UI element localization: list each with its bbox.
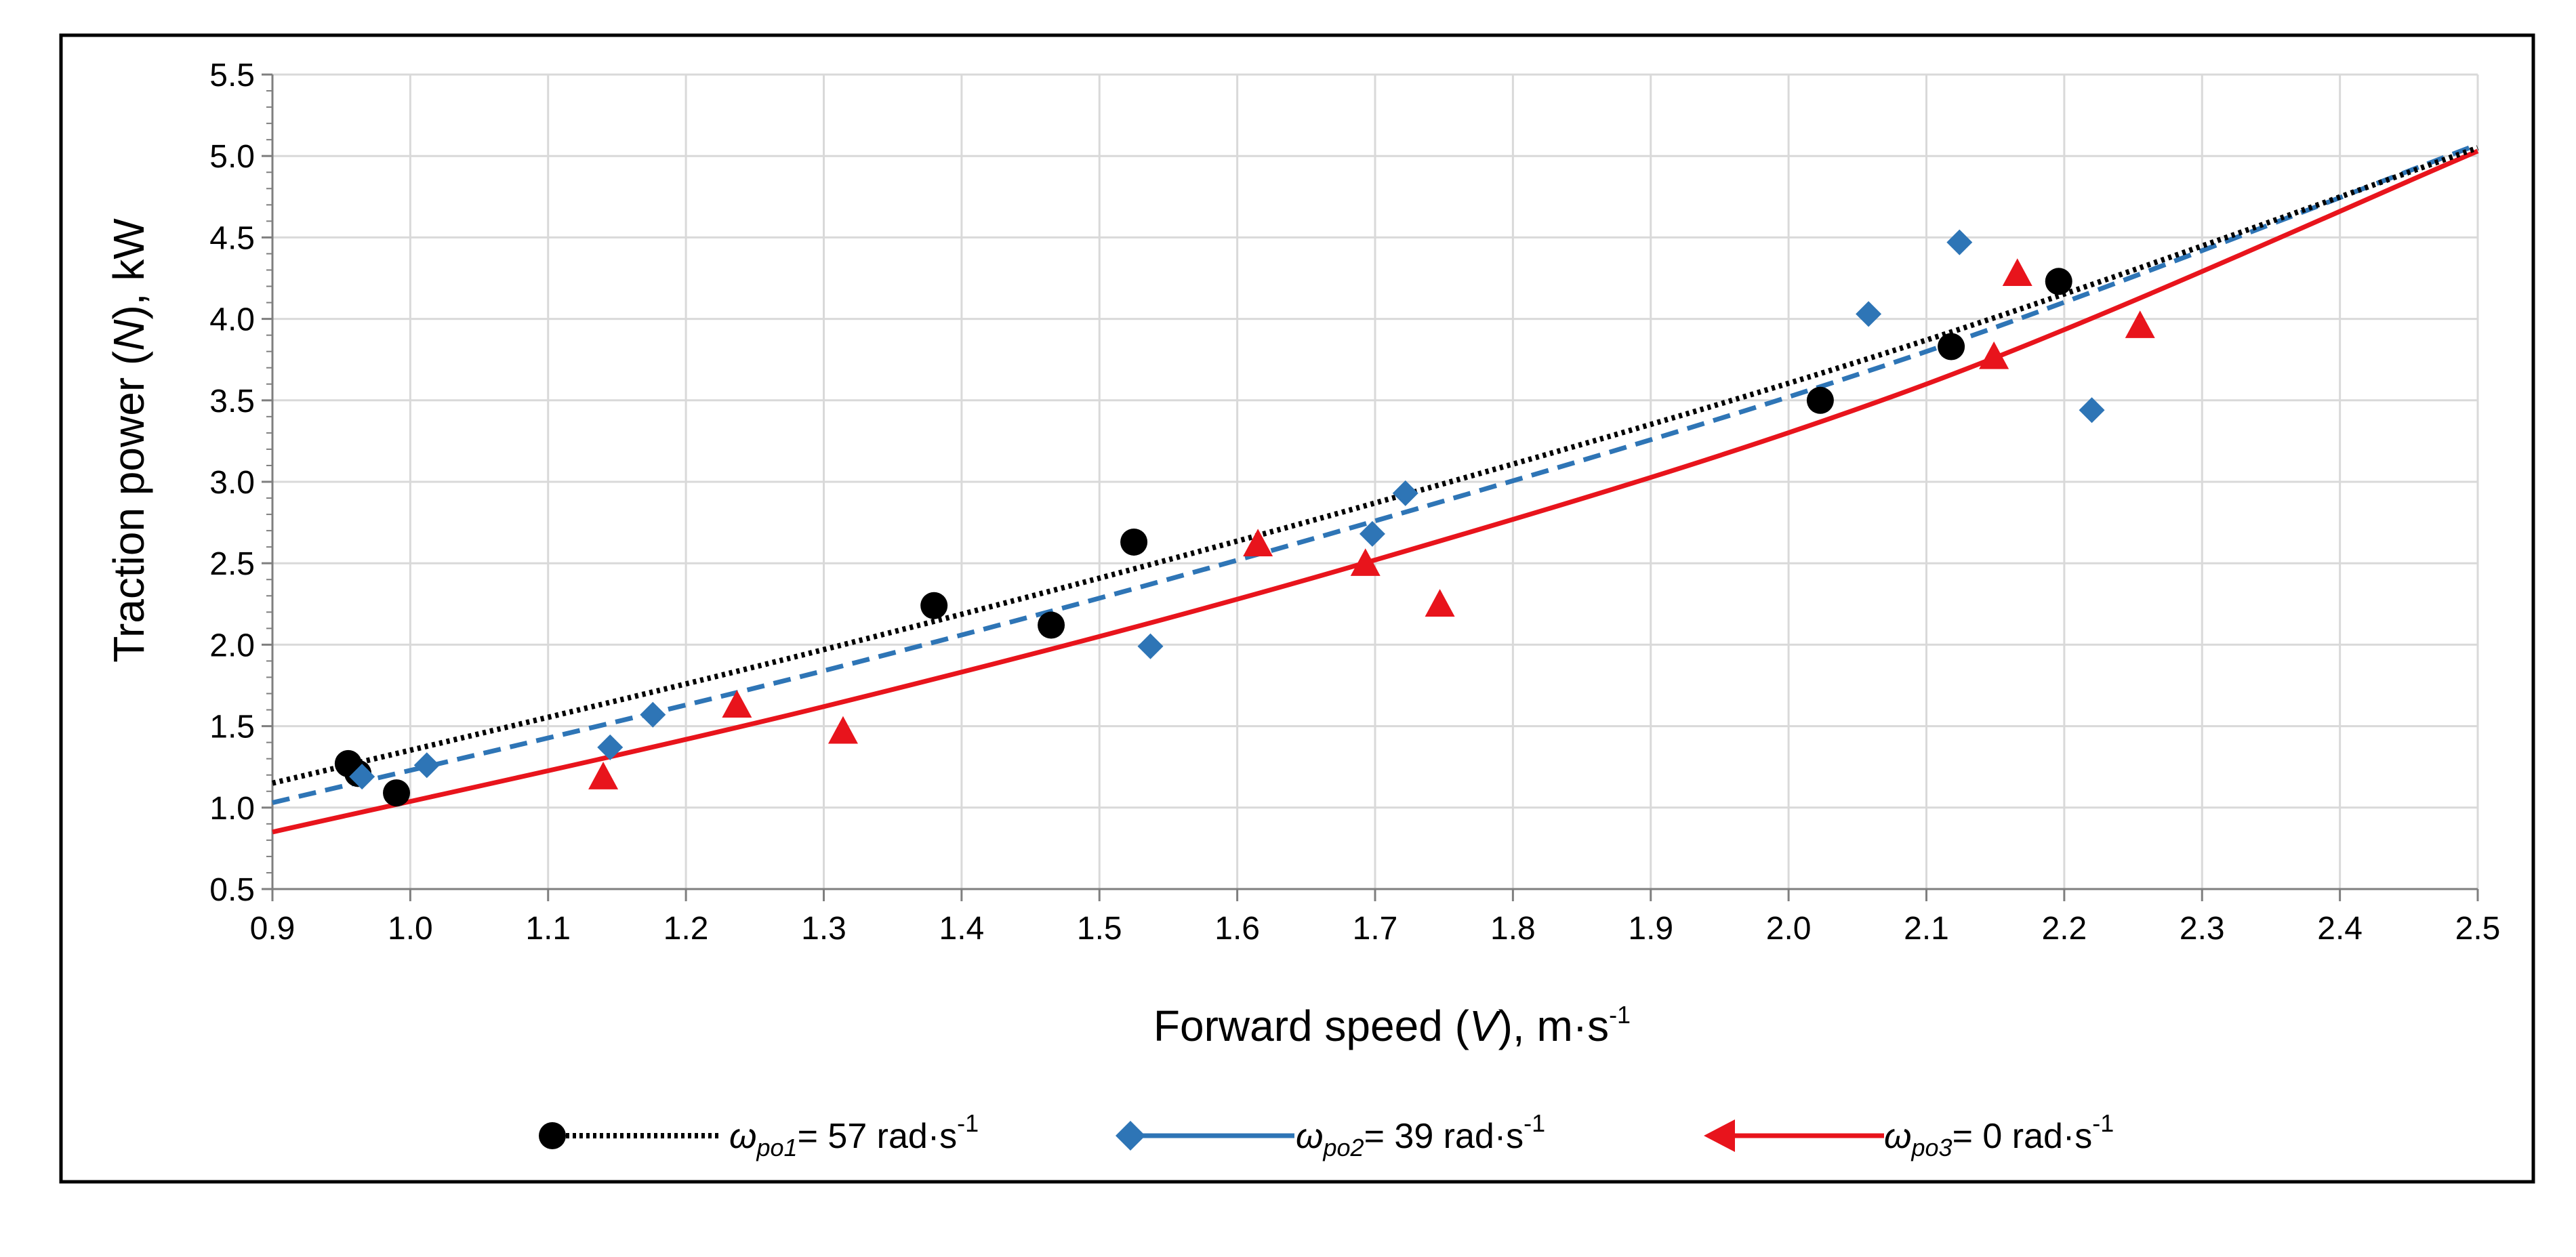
y-tick-label: 2.5 xyxy=(209,546,255,582)
data-point-wpo1 xyxy=(920,592,948,619)
data-point-wpo1 xyxy=(1120,528,1148,556)
data-point-wpo2 xyxy=(349,764,375,790)
data-point-wpo3 xyxy=(2002,258,2032,286)
legend-label-wpo1: ωpo1= 57 rad·s-1 xyxy=(729,1109,979,1161)
x-tick-label: 2.2 xyxy=(2042,911,2087,947)
trend-line-wpo3 xyxy=(272,148,2479,835)
x-tick-label: 0.9 xyxy=(250,911,295,947)
x-tick-label: 1.7 xyxy=(1353,911,1398,947)
x-tick-label: 1.9 xyxy=(1628,911,1673,947)
data-point-wpo1 xyxy=(383,779,411,807)
x-tick-label: 1.2 xyxy=(663,911,709,947)
data-point-wpo3 xyxy=(1979,341,2009,369)
data-point-wpo1 xyxy=(2045,268,2072,295)
data-point-wpo2 xyxy=(1392,480,1418,506)
data-point-wpo2 xyxy=(2079,397,2105,424)
legend-text-wpo3: = 0 rad·s xyxy=(1953,1117,2093,1156)
legend-subscript-wpo3: po3 xyxy=(1911,1134,1953,1161)
legend-marker-wpo2 xyxy=(1116,1121,1145,1151)
data-point-wpo3 xyxy=(2125,310,2155,338)
legend-subscript-wpo2: po2 xyxy=(1323,1134,1364,1161)
y-axis-title-prefix: Traction power ( xyxy=(104,351,153,663)
x-tick-label: 2.1 xyxy=(1904,911,1949,947)
x-tick-label: 1.4 xyxy=(939,911,985,947)
axes xyxy=(262,73,2479,901)
y-tick-label: 1.5 xyxy=(209,709,255,745)
legend-item-wpo1: ωpo1= 57 rad·s-1 xyxy=(539,1109,979,1161)
legend-marker-wpo3 xyxy=(1704,1119,1735,1152)
x-tick-label: 2.3 xyxy=(2180,911,2225,947)
x-tick-label: 1.5 xyxy=(1077,911,1122,947)
y-axis-title: Traction power (N), kW xyxy=(104,218,153,663)
tick-labels: 0.5 1.0 1.5 2.0 2.5 3.0 3.5 4.0 4.5 5.0 5.5 0.9 1.0 1… xyxy=(209,58,2500,947)
data-point-wpo1 xyxy=(1938,333,1965,360)
legend-marker-wpo1 xyxy=(539,1122,566,1149)
data-point-wpo1 xyxy=(1806,386,1834,414)
data-point-wpo3 xyxy=(588,762,619,789)
trend-lines xyxy=(272,142,2479,835)
x-axis-title-exponent: -1 xyxy=(1609,1001,1631,1029)
y-tick-label: 3.0 xyxy=(209,465,255,501)
legend-label-wpo3: ωpo3= 0 rad·s-1 xyxy=(1884,1109,2114,1161)
data-point-wpo2 xyxy=(1137,633,1164,659)
legend-superscript-wpo1: -1 xyxy=(957,1109,979,1137)
data-point-wpo3 xyxy=(827,716,858,744)
data-point-wpo2 xyxy=(1359,520,1385,547)
x-tick-label: 2.0 xyxy=(1766,911,1812,947)
x-tick-label: 2.4 xyxy=(2317,911,2363,947)
y-tick-label: 5.0 xyxy=(209,139,255,175)
legend-superscript-wpo3: -1 xyxy=(2092,1109,2114,1137)
x-tick-label: 2.5 xyxy=(2455,911,2501,947)
y-axis-title-unit: ), kW xyxy=(104,218,153,320)
data-point-wpo3 xyxy=(1350,548,1381,576)
data-point-wpo2 xyxy=(597,734,623,760)
legend-symbol-wpo3: ω xyxy=(1884,1117,1912,1156)
x-axis-title: Forward speed (V), m·s-1 xyxy=(1153,1001,1631,1050)
legend-subscript-wpo1: po1 xyxy=(756,1134,798,1161)
y-tick-label: 4.5 xyxy=(209,220,255,256)
y-axis-title-variable: N xyxy=(104,319,153,351)
data-point-wpo2 xyxy=(413,752,440,779)
y-tick-label: 0.5 xyxy=(209,872,255,908)
data-point-wpo2 xyxy=(1856,301,1882,327)
legend-item-wpo3: ωpo3= 0 rad·s-1 xyxy=(1704,1109,2114,1161)
x-tick-label: 1.6 xyxy=(1214,911,1260,947)
legend-symbol-wpo1: ω xyxy=(729,1117,757,1156)
data-point-wpo2 xyxy=(1946,229,1973,255)
legend-text-wpo2: = 39 rad·s xyxy=(1364,1117,1524,1156)
legend: ωpo1= 57 rad·s-1 ωpo2= 39 rad·s-1 ωpo3= … xyxy=(539,1109,2114,1161)
legend-superscript-wpo2: -1 xyxy=(1524,1109,1545,1137)
gridlines xyxy=(271,73,2479,890)
x-axis-title-variable: V xyxy=(1469,1002,1502,1050)
data-point-wpo2 xyxy=(640,701,666,728)
x-tick-label: 1.8 xyxy=(1490,911,1536,947)
x-axis-title-unit: ), m·s xyxy=(1498,1002,1610,1050)
data-point-wpo3 xyxy=(722,690,752,718)
x-axis-title-prefix: Forward speed ( xyxy=(1153,1002,1469,1050)
y-tick-label: 3.5 xyxy=(209,384,255,419)
legend-label-wpo2: ωpo2= 39 rad·s-1 xyxy=(1296,1109,1545,1161)
data-point-wpo3 xyxy=(1425,589,1455,617)
data-point-wpo1 xyxy=(1038,611,1065,639)
trend-line-wpo2 xyxy=(272,142,2479,805)
y-tick-label: 5.5 xyxy=(209,58,255,94)
legend-symbol-wpo2: ω xyxy=(1296,1117,1324,1156)
data-markers xyxy=(334,229,2155,807)
trend-line-wpo1 xyxy=(272,145,2479,786)
data-point-wpo3 xyxy=(1243,529,1273,557)
y-tick-label: 4.0 xyxy=(209,302,255,338)
legend-text-wpo1: = 57 rad·s xyxy=(798,1117,958,1156)
x-tick-label: 1.1 xyxy=(525,911,571,947)
y-tick-label: 2.0 xyxy=(209,627,255,663)
x-tick-label: 1.3 xyxy=(801,911,846,947)
legend-item-wpo2: ωpo2= 39 rad·s-1 xyxy=(1116,1109,1545,1161)
y-tick-label: 1.0 xyxy=(209,791,255,827)
x-tick-label: 1.0 xyxy=(388,911,433,947)
